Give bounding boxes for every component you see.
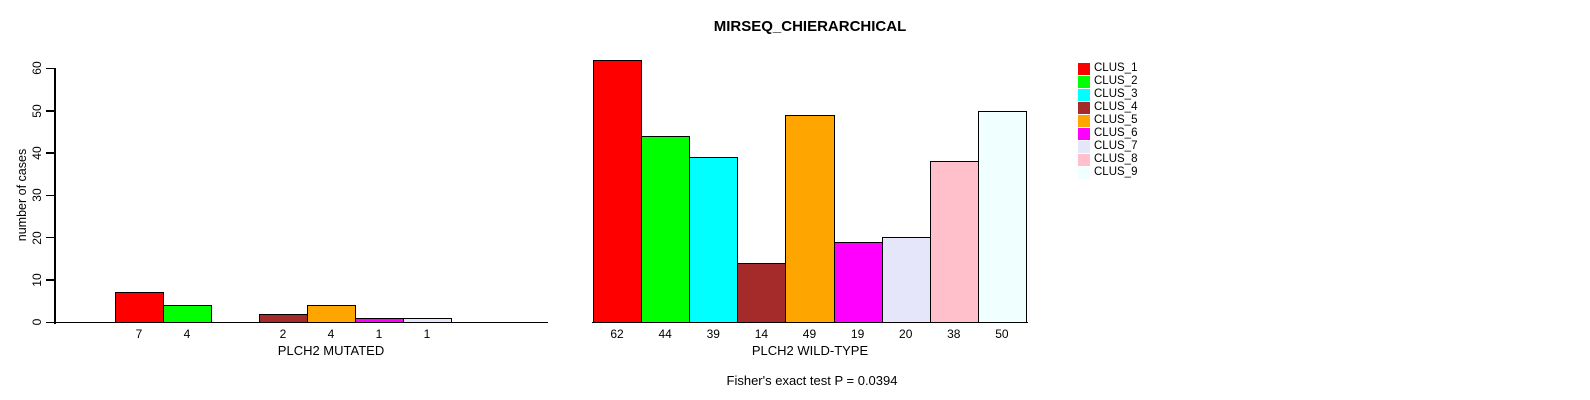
legend-swatch-clus_2 <box>1078 76 1090 88</box>
fisher-test-annotation: Fisher's exact test P = 0.0394 <box>726 373 898 388</box>
y-tick-label: 50 <box>30 104 44 118</box>
bar-value-label: 2 <box>279 327 287 341</box>
bar-value-label: 49 <box>802 327 817 341</box>
legend-swatch-clus_3 <box>1078 89 1090 101</box>
y-tick-mark <box>46 110 54 112</box>
bar-clus_9 <box>977 110 1027 323</box>
y-tick-mark <box>46 279 54 281</box>
legend-swatch-clus_8 <box>1078 154 1090 166</box>
bar-value-label: 50 <box>995 327 1009 341</box>
bar-value-label: 20 <box>899 327 913 341</box>
chart-title: MIRSEQ_CHIERARCHICAL <box>713 18 907 35</box>
y-tick-mark <box>46 236 54 239</box>
bar-clus_4 <box>259 313 308 323</box>
bar-value-label: 7 <box>135 327 143 341</box>
bar-value-label: 19 <box>850 327 865 341</box>
y-tick-label: 30 <box>30 188 44 203</box>
y-tick-mark <box>46 67 54 70</box>
bar-clus_6 <box>833 241 883 323</box>
y-tick-label: 20 <box>30 230 44 245</box>
legend-label: CLUS_8 <box>1094 153 1138 165</box>
bar-value-label: 1 <box>423 327 431 341</box>
bar-clus_8 <box>929 161 979 323</box>
y-tick-mark <box>46 194 54 197</box>
legend-label: CLUS_2 <box>1094 75 1138 87</box>
legend-swatch-clus_7 <box>1078 141 1090 153</box>
bar-clus_7 <box>403 317 452 323</box>
y-axis-title: number of cases <box>15 148 29 242</box>
legend-label: CLUS_4 <box>1094 101 1138 113</box>
y-tick-mark <box>46 321 54 323</box>
legend-label: CLUS_6 <box>1094 127 1138 139</box>
bar-clus_6 <box>355 317 404 323</box>
legend-label: CLUS_3 <box>1094 88 1138 100</box>
bar-value-label: 14 <box>754 327 769 341</box>
bar-value-label: 44 <box>658 327 672 341</box>
bar-clus_5 <box>785 114 835 323</box>
bar-clus_2 <box>163 305 212 323</box>
bar-value-label: 38 <box>947 327 961 341</box>
legend-label: CLUS_9 <box>1094 166 1138 178</box>
y-tick-label: 0 <box>30 318 44 326</box>
bar-value-label: 4 <box>327 327 335 341</box>
bar-value-label: 39 <box>706 327 720 341</box>
bar-clus_3 <box>689 157 739 323</box>
bar-value-label: 62 <box>610 327 624 341</box>
bar-clus_2 <box>641 135 691 323</box>
bar-clus_5 <box>307 305 356 323</box>
legend-swatch-clus_9 <box>1078 167 1090 179</box>
bar-value-label: 4 <box>183 327 191 341</box>
legend-swatch-clus_1 <box>1078 63 1090 75</box>
legend-label: CLUS_1 <box>1094 62 1138 74</box>
panel-left-xlabel: PLCH2 MUTATED <box>277 343 385 358</box>
legend-label: CLUS_5 <box>1094 114 1138 126</box>
y-tick-label: 10 <box>30 273 44 287</box>
y-tick-label: 60 <box>30 61 44 76</box>
bar-clus_4 <box>737 262 787 323</box>
bar-clus_1 <box>115 292 164 323</box>
y-tick-label: 40 <box>30 146 44 160</box>
bar-value-label: 1 <box>375 327 383 341</box>
legend-swatch-clus_4 <box>1078 102 1090 114</box>
panel-right-xlabel: PLCH2 WILD-TYPE <box>751 343 869 358</box>
legend-swatch-clus_5 <box>1078 115 1090 127</box>
y-tick-mark <box>46 152 54 154</box>
legend-label: CLUS_7 <box>1094 140 1138 152</box>
legend-swatch-clus_6 <box>1078 128 1090 140</box>
bar-clus_1 <box>593 59 643 323</box>
bar-clus_7 <box>881 237 931 323</box>
y-axis-line <box>54 68 56 324</box>
